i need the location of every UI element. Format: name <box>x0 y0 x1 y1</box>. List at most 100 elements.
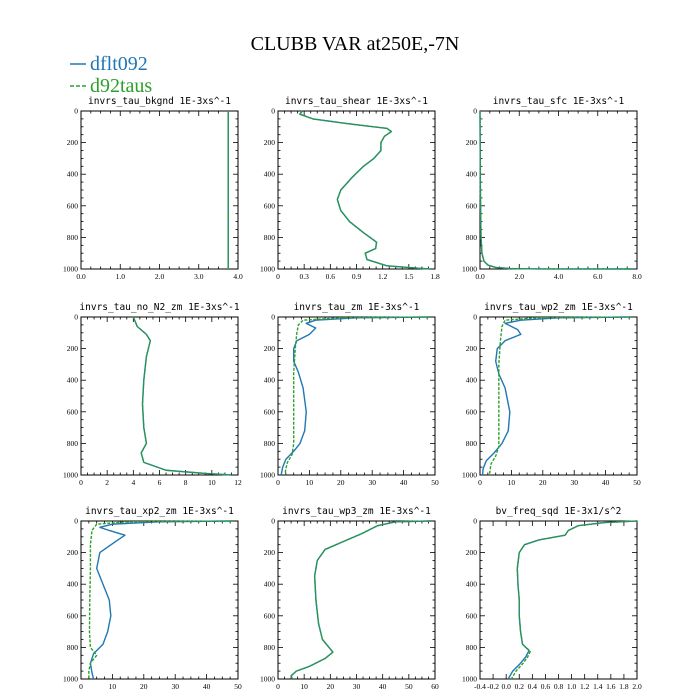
y-tick-label: 0 <box>271 517 275 526</box>
x-tick-label: -0.2 <box>487 682 499 691</box>
x-tick-label: 40 <box>203 682 211 691</box>
x-tick-label: 0.4 <box>528 682 538 691</box>
x-tick-label: 0.9 <box>352 272 362 281</box>
series-line-dflt092 <box>89 520 232 680</box>
legend-label-d92taus: d92taus <box>90 75 152 97</box>
panel-8: invrs_tau_wp3_zm 1E-3xs^-102004006008001… <box>260 506 439 691</box>
figure-title: CLUBB VAR at250E,-7N <box>251 33 460 55</box>
panel-3: invrs_tau_sfc 1E-3xs^-1 0 200 400 600 800 1000… <box>462 96 642 281</box>
y-tick-label: 0 <box>473 313 477 322</box>
x-tick-label: -0.4 <box>474 682 486 691</box>
y-tick-label: 800 <box>466 233 478 242</box>
series-line-dflt092 <box>479 110 634 270</box>
y-tick-label: 800 <box>264 439 276 448</box>
x-tick-label: 0 <box>79 478 83 487</box>
x-tick-label: 20 <box>337 478 345 487</box>
y-tick-label: 0 <box>271 107 275 116</box>
y-tick-label: 0 <box>473 107 477 116</box>
y-tick-label: 600 <box>67 611 79 620</box>
x-tick-label: 10 <box>109 682 117 691</box>
panel-title: invrs_tau_bkgnd 1E-3xs^-1 <box>88 96 231 107</box>
y-tick-label: 200 <box>466 548 478 557</box>
y-tick-label: 1000 <box>462 265 477 274</box>
y-tick-label: 400 <box>466 170 478 179</box>
x-tick-label: 0.0 <box>76 272 86 281</box>
y-tick-label: 1000 <box>260 265 275 274</box>
y-tick-label: 0 <box>271 313 275 322</box>
y-tick-label: 600 <box>466 407 478 416</box>
x-tick-label: 1.2 <box>580 682 590 691</box>
panel-title: invrs_tau_no_N2_zm 1E-3xs^-1 <box>79 302 239 313</box>
plot-frame <box>479 520 638 680</box>
x-tick-label: 1.2 <box>378 272 388 281</box>
y-tick-label: 1000 <box>63 675 78 684</box>
y-tick-label: 1000 <box>462 471 477 480</box>
x-tick-label: 10 <box>508 478 516 487</box>
y-tick-label: 200 <box>67 548 79 557</box>
series-line-d92taus <box>132 316 232 476</box>
y-tick-label: 1000 <box>260 675 275 684</box>
x-tick-label: 4 <box>131 478 135 487</box>
y-tick-label: 200 <box>466 344 478 353</box>
x-tick-label: 0.3 <box>299 272 309 281</box>
y-tick-label: 0 <box>74 107 78 116</box>
x-tick-label: 0.6 <box>326 272 336 281</box>
x-tick-label: 1.6 <box>606 682 616 691</box>
x-tick-label: 0 <box>276 478 280 487</box>
y-tick-label: 400 <box>264 170 276 179</box>
panel-title: invrs_tau_wp3_zm 1E-3xs^-1 <box>282 506 431 517</box>
x-tick-label: 30 <box>368 478 376 487</box>
y-tick-label: 600 <box>264 201 276 210</box>
plot-frame <box>80 110 239 270</box>
panel-grid: invrs_tau_bkgnd 1E-3xs^-1020040060080010… <box>63 96 642 691</box>
x-tick-label: 3.0 <box>194 272 204 281</box>
plot-frame <box>277 110 436 270</box>
x-tick-label: 0 <box>478 478 482 487</box>
x-tick-label: 40 <box>379 682 387 691</box>
x-tick-label: 12 <box>234 478 242 487</box>
x-tick-label: 0 <box>276 682 280 691</box>
x-tick-label: 1.4 <box>593 682 603 691</box>
series-line-dflt092 <box>507 520 638 680</box>
panel-5: invrs_tau_zm 1E-3xs^-1020040060080010000… <box>260 302 439 487</box>
x-tick-label: 50 <box>633 478 641 487</box>
y-tick-label: 1000 <box>63 265 78 274</box>
y-tick-label: 400 <box>264 580 276 589</box>
series-line-d92taus <box>284 316 429 476</box>
plot-frame <box>80 316 239 476</box>
x-tick-label: 0.6 <box>541 682 551 691</box>
panel-title: invrs_tau_shear 1E-3xs^-1 <box>285 96 428 107</box>
legend-label-dflt092: dflt092 <box>90 53 148 75</box>
series-line-dflt092 <box>132 316 232 476</box>
y-tick-label: 600 <box>67 201 79 210</box>
x-tick-label: 4.0 <box>233 272 243 281</box>
x-tick-label: 0.2 <box>515 682 525 691</box>
panel-2: invrs_tau_shear 1E-3xs^-1 0 200 400 600 800 10… <box>260 96 440 281</box>
x-tick-label: 0 <box>79 682 83 691</box>
x-tick-label: 10 <box>208 478 216 487</box>
x-tick-label: 50 <box>431 478 439 487</box>
y-tick-label: 200 <box>67 138 79 147</box>
y-tick-label: 200 <box>264 548 276 557</box>
y-tick-label: 800 <box>67 233 79 242</box>
x-tick-label: 2 <box>105 478 109 487</box>
series-line-dflt092 <box>290 520 430 680</box>
series-line-dflt092 <box>299 110 431 270</box>
panel-6: invrs_tau_wp2_zm 1E-3xs^-102004006008001… <box>462 302 641 487</box>
panel-title: invrs_tau_xp2_zm 1E-3xs^-1 <box>85 506 234 517</box>
y-tick-label: 0 <box>74 313 78 322</box>
y-tick-label: 800 <box>466 643 478 652</box>
y-tick-label: 800 <box>67 439 79 448</box>
y-tick-label: 400 <box>67 376 79 385</box>
x-tick-label: 8.0 <box>632 272 642 281</box>
x-tick-label: 0 <box>276 272 280 281</box>
x-tick-label: 0.8 <box>554 682 564 691</box>
y-tick-label: 800 <box>264 643 276 652</box>
x-tick-label: 20 <box>327 682 335 691</box>
legend: dflt092 d92taus <box>70 53 152 97</box>
y-tick-label: 800 <box>67 643 79 652</box>
panel-title: invrs_tau_wp2_zm 1E-3xs^-1 <box>484 302 633 313</box>
x-tick-label: 1.8 <box>619 682 629 691</box>
plot-frame <box>277 316 436 476</box>
x-tick-label: 50 <box>405 682 413 691</box>
